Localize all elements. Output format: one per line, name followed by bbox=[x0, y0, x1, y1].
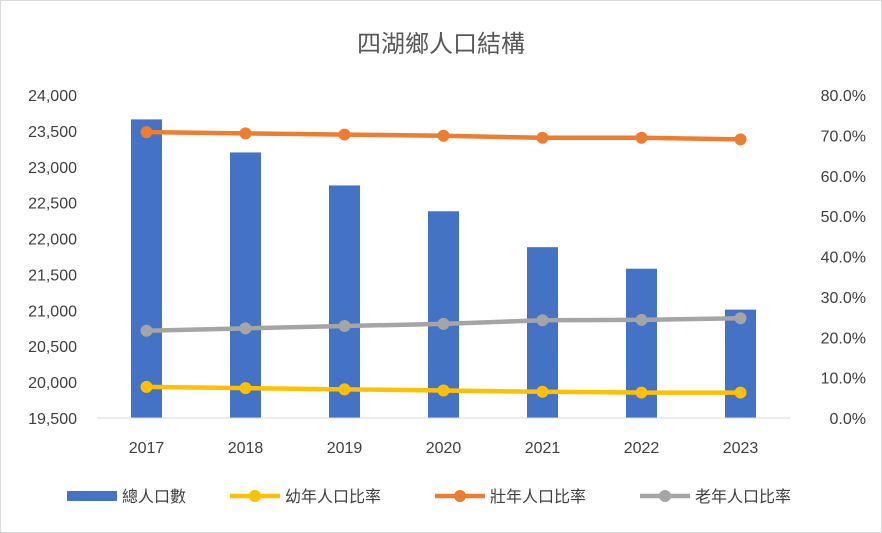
right-axis-tick-label: 30.0% bbox=[821, 290, 866, 307]
line-point bbox=[635, 313, 648, 326]
left-axis-ticks: 19,500 20,000 20,500 21,000 21,500 22,000 22,5… bbox=[28, 88, 77, 428]
left-axis-tick-label: 20,000 bbox=[28, 375, 77, 392]
x-axis-ticks: 2017 2018 2019 2020 2021 2022 2023 bbox=[129, 440, 759, 457]
line-point bbox=[536, 385, 549, 398]
line-point bbox=[734, 133, 747, 146]
legend-swatch-bar bbox=[67, 491, 117, 501]
line-point bbox=[734, 312, 747, 325]
left-axis-tick-label: 24,000 bbox=[28, 88, 77, 105]
bars-layer bbox=[131, 119, 756, 418]
bar bbox=[428, 211, 459, 418]
left-axis-tick-label: 20,500 bbox=[28, 339, 77, 356]
left-axis-tick-label: 21,000 bbox=[28, 303, 77, 320]
right-axis-tick-label: 20.0% bbox=[821, 330, 866, 347]
left-axis-tick-label: 23,000 bbox=[28, 160, 77, 177]
x-axis-tick-label: 2021 bbox=[525, 440, 561, 457]
x-axis-tick-label: 2018 bbox=[228, 440, 264, 457]
x-axis-tick-label: 2023 bbox=[723, 440, 759, 457]
legend-swatch-marker bbox=[249, 490, 261, 502]
x-axis-tick-label: 2019 bbox=[327, 440, 363, 457]
legend-label: 幼年人口比率 bbox=[285, 487, 381, 506]
line-point bbox=[635, 386, 648, 399]
line-point bbox=[239, 322, 252, 335]
line-point bbox=[338, 128, 351, 141]
lines-layer bbox=[140, 126, 747, 399]
line-point bbox=[338, 383, 351, 396]
right-axis-ticks: 0.0% 10.0% 20.0% 30.0% 40.0% 50.0% 60.0% 70.0% 8… bbox=[821, 88, 866, 428]
legend-label: 壯年人口比率 bbox=[490, 487, 586, 506]
right-axis-tick-label: 0.0% bbox=[830, 411, 866, 428]
legend: 總人口數 幼年人口比率 壯年人口比率 老年人口比率 bbox=[67, 487, 791, 506]
bar bbox=[131, 119, 162, 418]
legend-swatch-marker bbox=[454, 490, 466, 502]
line-point bbox=[536, 131, 549, 144]
bar bbox=[725, 309, 756, 418]
left-axis-tick-label: 21,500 bbox=[28, 267, 77, 284]
chart-title: 四湖鄉人口結構 bbox=[357, 30, 525, 58]
line-point bbox=[140, 126, 153, 139]
line-point bbox=[338, 319, 351, 332]
legend-swatch-marker bbox=[659, 490, 671, 502]
right-axis-tick-label: 70.0% bbox=[821, 128, 866, 145]
right-axis-tick-label: 50.0% bbox=[821, 209, 866, 226]
line-point bbox=[140, 324, 153, 337]
line-point bbox=[437, 129, 450, 142]
right-axis-tick-label: 10.0% bbox=[821, 371, 866, 388]
left-axis-tick-label: 22,500 bbox=[28, 196, 77, 213]
left-axis-tick-label: 22,000 bbox=[28, 232, 77, 249]
x-axis-tick-label: 2017 bbox=[129, 440, 165, 457]
x-axis-tick-label: 2022 bbox=[624, 440, 660, 457]
bar bbox=[329, 185, 360, 418]
line-point bbox=[437, 384, 450, 397]
line-point bbox=[734, 386, 747, 399]
line-point bbox=[536, 314, 549, 327]
legend-label: 總人口數 bbox=[122, 487, 186, 506]
line-point bbox=[437, 317, 450, 330]
line-point bbox=[239, 127, 252, 140]
legend-label: 老年人口比率 bbox=[695, 487, 791, 506]
right-axis-tick-label: 80.0% bbox=[821, 88, 866, 105]
left-axis-tick-label: 19,500 bbox=[28, 411, 77, 428]
left-axis-tick-label: 23,500 bbox=[28, 124, 77, 141]
line-point bbox=[239, 382, 252, 395]
x-axis-tick-label: 2020 bbox=[426, 440, 462, 457]
right-axis-tick-label: 40.0% bbox=[821, 250, 866, 267]
line-point bbox=[635, 131, 648, 144]
bar bbox=[230, 152, 261, 418]
line-point bbox=[140, 380, 153, 393]
right-axis-tick-label: 60.0% bbox=[821, 169, 866, 186]
